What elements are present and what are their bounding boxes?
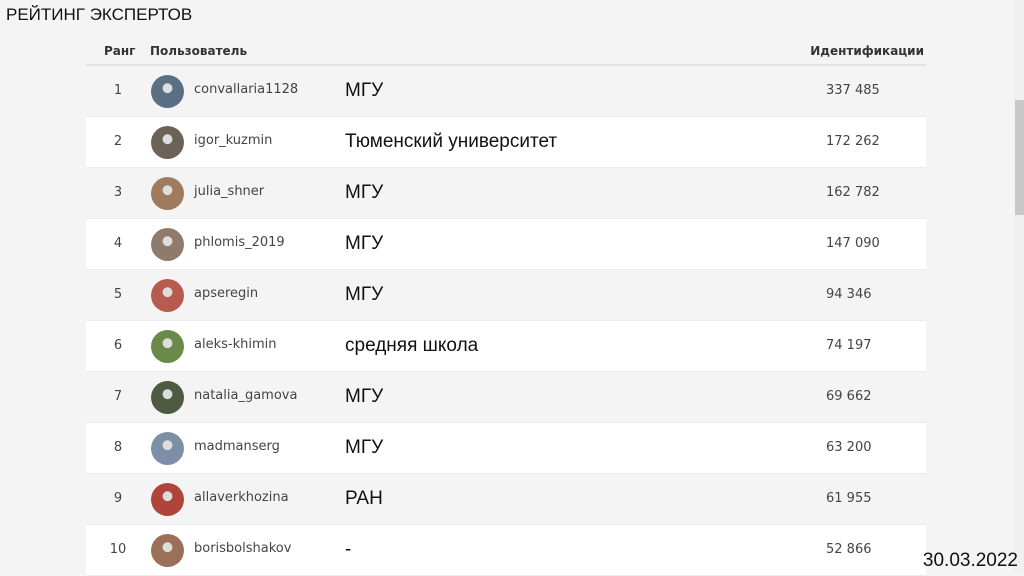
identifications-count: 337 485 (826, 83, 880, 98)
avatar[interactable] (151, 126, 184, 159)
rank: 4 (113, 236, 123, 251)
column-identifications[interactable]: Идентификации (810, 44, 924, 58)
date-label: 30.03.2022 (922, 550, 1018, 571)
rank: 8 (113, 440, 123, 455)
experts-table: Ранг Пользователь Идентификации 1 conval… (86, 36, 926, 576)
institution: - (345, 539, 352, 560)
scrollbar[interactable] (1014, 0, 1024, 574)
table-row: 1 convallaria1128 МГУ 337 485 (86, 66, 926, 117)
identifications-count: 69 662 (826, 389, 872, 404)
username-link[interactable]: madmanserg (194, 439, 280, 454)
table-row: 10 borisbolshakov - 52 866 (86, 525, 926, 576)
institution: МГУ (345, 284, 384, 305)
rank: 5 (113, 287, 123, 302)
table-row: 9 allaverkhozina РАН 61 955 (86, 474, 926, 525)
username-link[interactable]: natalia_gamova (194, 388, 298, 403)
avatar[interactable] (151, 534, 184, 567)
table-row: 8 madmanserg МГУ 63 200 (86, 423, 926, 474)
avatar[interactable] (151, 228, 184, 261)
avatar[interactable] (151, 432, 184, 465)
identifications-count: 61 955 (826, 491, 872, 506)
identifications-count: 162 782 (826, 185, 880, 200)
username-link[interactable]: julia_shner (194, 184, 265, 199)
table-row: 7 natalia_gamova МГУ 69 662 (86, 372, 926, 423)
avatar[interactable] (151, 330, 184, 363)
identifications-count: 63 200 (826, 440, 872, 455)
rank: 2 (113, 134, 123, 149)
rank: 1 (113, 83, 123, 98)
avatar[interactable] (151, 381, 184, 414)
avatar[interactable] (151, 177, 184, 210)
avatar[interactable] (151, 279, 184, 312)
scrollbar-thumb[interactable] (1015, 100, 1024, 215)
identifications-count: 172 262 (826, 134, 880, 149)
avatar[interactable] (151, 75, 184, 108)
username-link[interactable]: convallaria1128 (194, 82, 299, 97)
rank: 9 (113, 491, 123, 506)
institution: МГУ (345, 80, 384, 101)
table-row: 6 aleks-khimin средняя школа 74 197 (86, 321, 926, 372)
institution: Тюменский университет (345, 131, 558, 152)
table-row: 5 apseregin МГУ 94 346 (86, 270, 926, 321)
institution: РАН (345, 488, 383, 509)
identifications-count: 94 346 (826, 287, 872, 302)
identifications-count: 74 197 (826, 338, 872, 353)
identifications-count: 52 866 (826, 542, 872, 557)
username-link[interactable]: aleks-khimin (194, 337, 277, 352)
institution: МГУ (345, 437, 384, 458)
column-user[interactable]: Пользователь (150, 44, 248, 58)
rank: 3 (113, 185, 123, 200)
username-link[interactable]: allaverkhozina (194, 490, 289, 505)
rank: 7 (113, 389, 123, 404)
institution: МГУ (345, 182, 384, 203)
table-row: 3 julia_shner МГУ 162 782 (86, 168, 926, 219)
page-title: РЕЙТИНГ ЭКСПЕРТОВ (6, 5, 193, 24)
username-link[interactable]: borisbolshakov (194, 541, 292, 556)
institution: средняя школа (345, 335, 479, 356)
institution: МГУ (345, 233, 384, 254)
username-link[interactable]: phlomis_2019 (194, 235, 285, 250)
username-link[interactable]: apseregin (194, 286, 259, 301)
rank: 6 (113, 338, 123, 353)
table-header: Ранг Пользователь Идентификации (86, 36, 926, 66)
rank: 10 (109, 542, 127, 557)
avatar[interactable] (151, 483, 184, 516)
institution: МГУ (345, 386, 384, 407)
column-rank[interactable]: Ранг (104, 44, 136, 58)
username-link[interactable]: igor_kuzmin (194, 133, 273, 148)
table-row: 2 igor_kuzmin Тюменский университет 172 … (86, 117, 926, 168)
table-row: 4 phlomis_2019 МГУ 147 090 (86, 219, 926, 270)
identifications-count: 147 090 (826, 236, 880, 251)
